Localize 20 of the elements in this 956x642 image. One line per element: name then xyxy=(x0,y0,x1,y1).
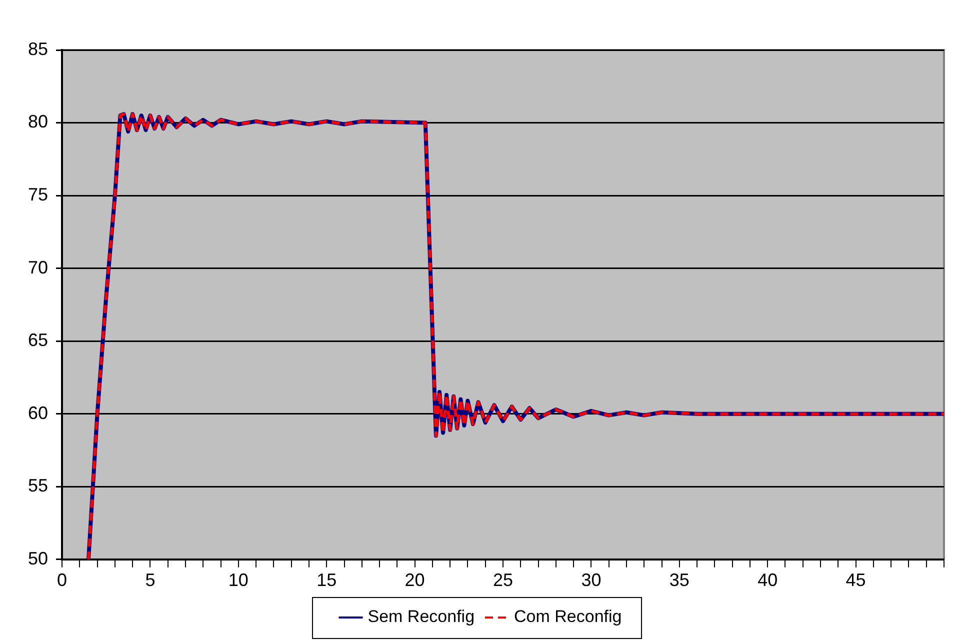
x-tick-label: 40 xyxy=(758,570,778,590)
x-tick-label: 35 xyxy=(669,570,690,590)
y-tick-label: 80 xyxy=(28,112,48,132)
x-tick-label: 5 xyxy=(145,570,156,590)
y-tick-label: 65 xyxy=(28,330,48,350)
y-tick-label: 75 xyxy=(28,184,48,205)
x-tick-label: 15 xyxy=(316,570,337,590)
y-tick-label: 70 xyxy=(28,257,48,278)
y-tick-label: 55 xyxy=(28,476,48,496)
x-tick-label: 20 xyxy=(404,570,425,590)
legend-label: Com Reconfig xyxy=(514,607,622,626)
x-tick-label: 45 xyxy=(846,570,866,590)
x-tick-label: 10 xyxy=(228,570,248,590)
x-tick-label: 25 xyxy=(492,570,514,590)
y-tick-label: 50 xyxy=(28,548,48,568)
x-tick-label: 0 xyxy=(57,570,68,590)
legend-label: Sem Reconfig xyxy=(368,607,475,626)
y-tick-label: 60 xyxy=(28,402,48,423)
y-tick-label: 85 xyxy=(28,38,48,59)
x-tick-label: 30 xyxy=(581,570,602,590)
